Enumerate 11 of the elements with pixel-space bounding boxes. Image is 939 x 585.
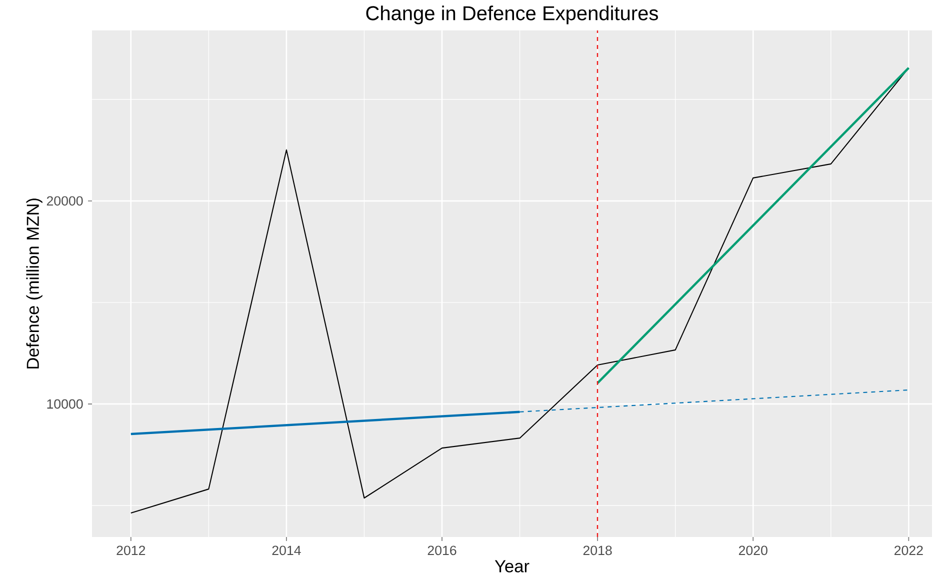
y-axis-title: Defence (million MZN) xyxy=(26,198,42,368)
chart-title: Change in Defence Expenditures xyxy=(366,6,658,24)
y-tick-label: 20000 xyxy=(46,196,83,206)
x-tick-label: 2014 xyxy=(272,546,301,556)
x-tick-label: 2016 xyxy=(428,546,456,556)
y-tick-label: 10000 xyxy=(47,399,83,409)
x-tick-label: 2012 xyxy=(116,546,146,556)
x-tick-label: 2020 xyxy=(738,546,768,556)
x-tick-label: 2022 xyxy=(894,546,923,556)
x-axis-title: Year xyxy=(494,560,530,572)
x-tick-label: 2018 xyxy=(583,546,612,556)
